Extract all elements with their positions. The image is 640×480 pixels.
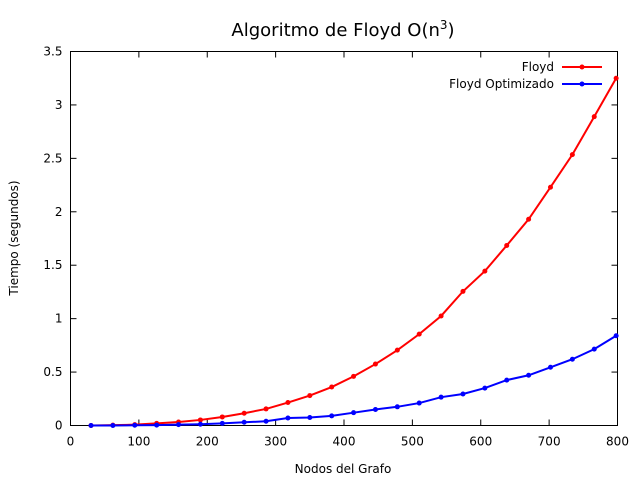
x-tick-label: 700 bbox=[538, 435, 561, 449]
data-point bbox=[176, 422, 182, 428]
data-point bbox=[547, 364, 553, 370]
data-point bbox=[351, 373, 357, 379]
data-point bbox=[394, 347, 400, 353]
data-point bbox=[263, 418, 269, 424]
series-line bbox=[90, 77, 617, 427]
data-point bbox=[132, 422, 138, 428]
series-1 bbox=[88, 75, 619, 428]
data-point bbox=[569, 152, 575, 158]
chart-title-suffix: ) bbox=[448, 20, 455, 41]
data-point bbox=[547, 184, 553, 190]
data-point bbox=[438, 394, 444, 400]
y-tick-label: 3.5 bbox=[43, 45, 62, 59]
legend-label: Floyd Optimizado bbox=[449, 77, 554, 91]
data-point bbox=[263, 406, 269, 412]
legend-marker bbox=[579, 64, 585, 70]
data-point bbox=[285, 415, 291, 421]
data-point bbox=[591, 114, 597, 120]
data-point bbox=[569, 356, 575, 362]
data-point bbox=[241, 419, 247, 425]
data-point bbox=[241, 410, 247, 416]
data-point bbox=[285, 400, 291, 406]
y-tick-label: 0 bbox=[55, 419, 63, 433]
x-axis-label: Nodos del Grafo bbox=[295, 462, 392, 476]
data-point bbox=[613, 75, 619, 81]
data-point bbox=[307, 393, 313, 399]
data-series bbox=[88, 75, 619, 428]
data-point bbox=[482, 268, 488, 274]
x-tick-label: 500 bbox=[401, 435, 424, 449]
y-axis-label: Tiempo (segundos) bbox=[7, 180, 21, 296]
legend-item: Floyd Optimizado bbox=[449, 77, 602, 91]
y-tick-label: 0.5 bbox=[43, 365, 62, 379]
data-point bbox=[154, 422, 160, 428]
legend-marker bbox=[579, 81, 585, 87]
data-point bbox=[307, 414, 313, 420]
legend-label: Floyd bbox=[522, 60, 554, 74]
y-tick-label: 3 bbox=[55, 98, 63, 112]
data-point bbox=[197, 417, 203, 423]
y-tick-label: 1 bbox=[55, 312, 63, 326]
x-tick-label: 200 bbox=[196, 435, 219, 449]
data-point bbox=[613, 333, 619, 339]
data-point bbox=[504, 377, 510, 383]
data-point bbox=[88, 423, 94, 428]
data-point bbox=[416, 331, 422, 337]
x-tick-label: 800 bbox=[606, 435, 629, 449]
x-tick-label: 300 bbox=[264, 435, 287, 449]
chart-title-superscript: 3 bbox=[440, 18, 448, 32]
x-tick-label: 400 bbox=[333, 435, 356, 449]
data-point bbox=[329, 384, 335, 390]
data-point bbox=[482, 385, 488, 391]
data-point bbox=[110, 423, 116, 428]
data-point bbox=[372, 361, 378, 367]
data-point bbox=[526, 372, 532, 378]
legend: Floyd Floyd Optimizado bbox=[449, 60, 602, 91]
data-point bbox=[460, 288, 466, 294]
data-point bbox=[197, 421, 203, 427]
x-tick-label: 100 bbox=[127, 435, 150, 449]
chart-title: Algoritmo de Floyd O(n3) bbox=[231, 18, 454, 41]
axis-ticks: 0 100 200 300 400 500 600 700 800 0 0.5 1 1.5 2 2.5 3 3.… bbox=[43, 45, 629, 449]
legend-item: Floyd bbox=[522, 60, 602, 74]
data-point bbox=[438, 313, 444, 319]
data-point bbox=[460, 391, 466, 397]
data-point bbox=[329, 413, 335, 419]
data-point bbox=[504, 242, 510, 248]
data-point bbox=[372, 406, 378, 412]
data-point bbox=[351, 410, 357, 416]
y-tick-label: 1.5 bbox=[43, 258, 62, 272]
data-point bbox=[526, 216, 532, 222]
data-point bbox=[416, 400, 422, 406]
data-point bbox=[591, 346, 597, 352]
plot-frame bbox=[70, 51, 618, 426]
data-point bbox=[219, 420, 225, 426]
data-point bbox=[394, 404, 400, 410]
x-tick-label: 600 bbox=[469, 435, 492, 449]
x-tick-label: 0 bbox=[67, 435, 75, 449]
y-tick-label: 2.5 bbox=[43, 151, 62, 165]
series-2 bbox=[88, 333, 619, 428]
y-tick-label: 2 bbox=[55, 205, 63, 219]
data-point bbox=[219, 414, 225, 420]
